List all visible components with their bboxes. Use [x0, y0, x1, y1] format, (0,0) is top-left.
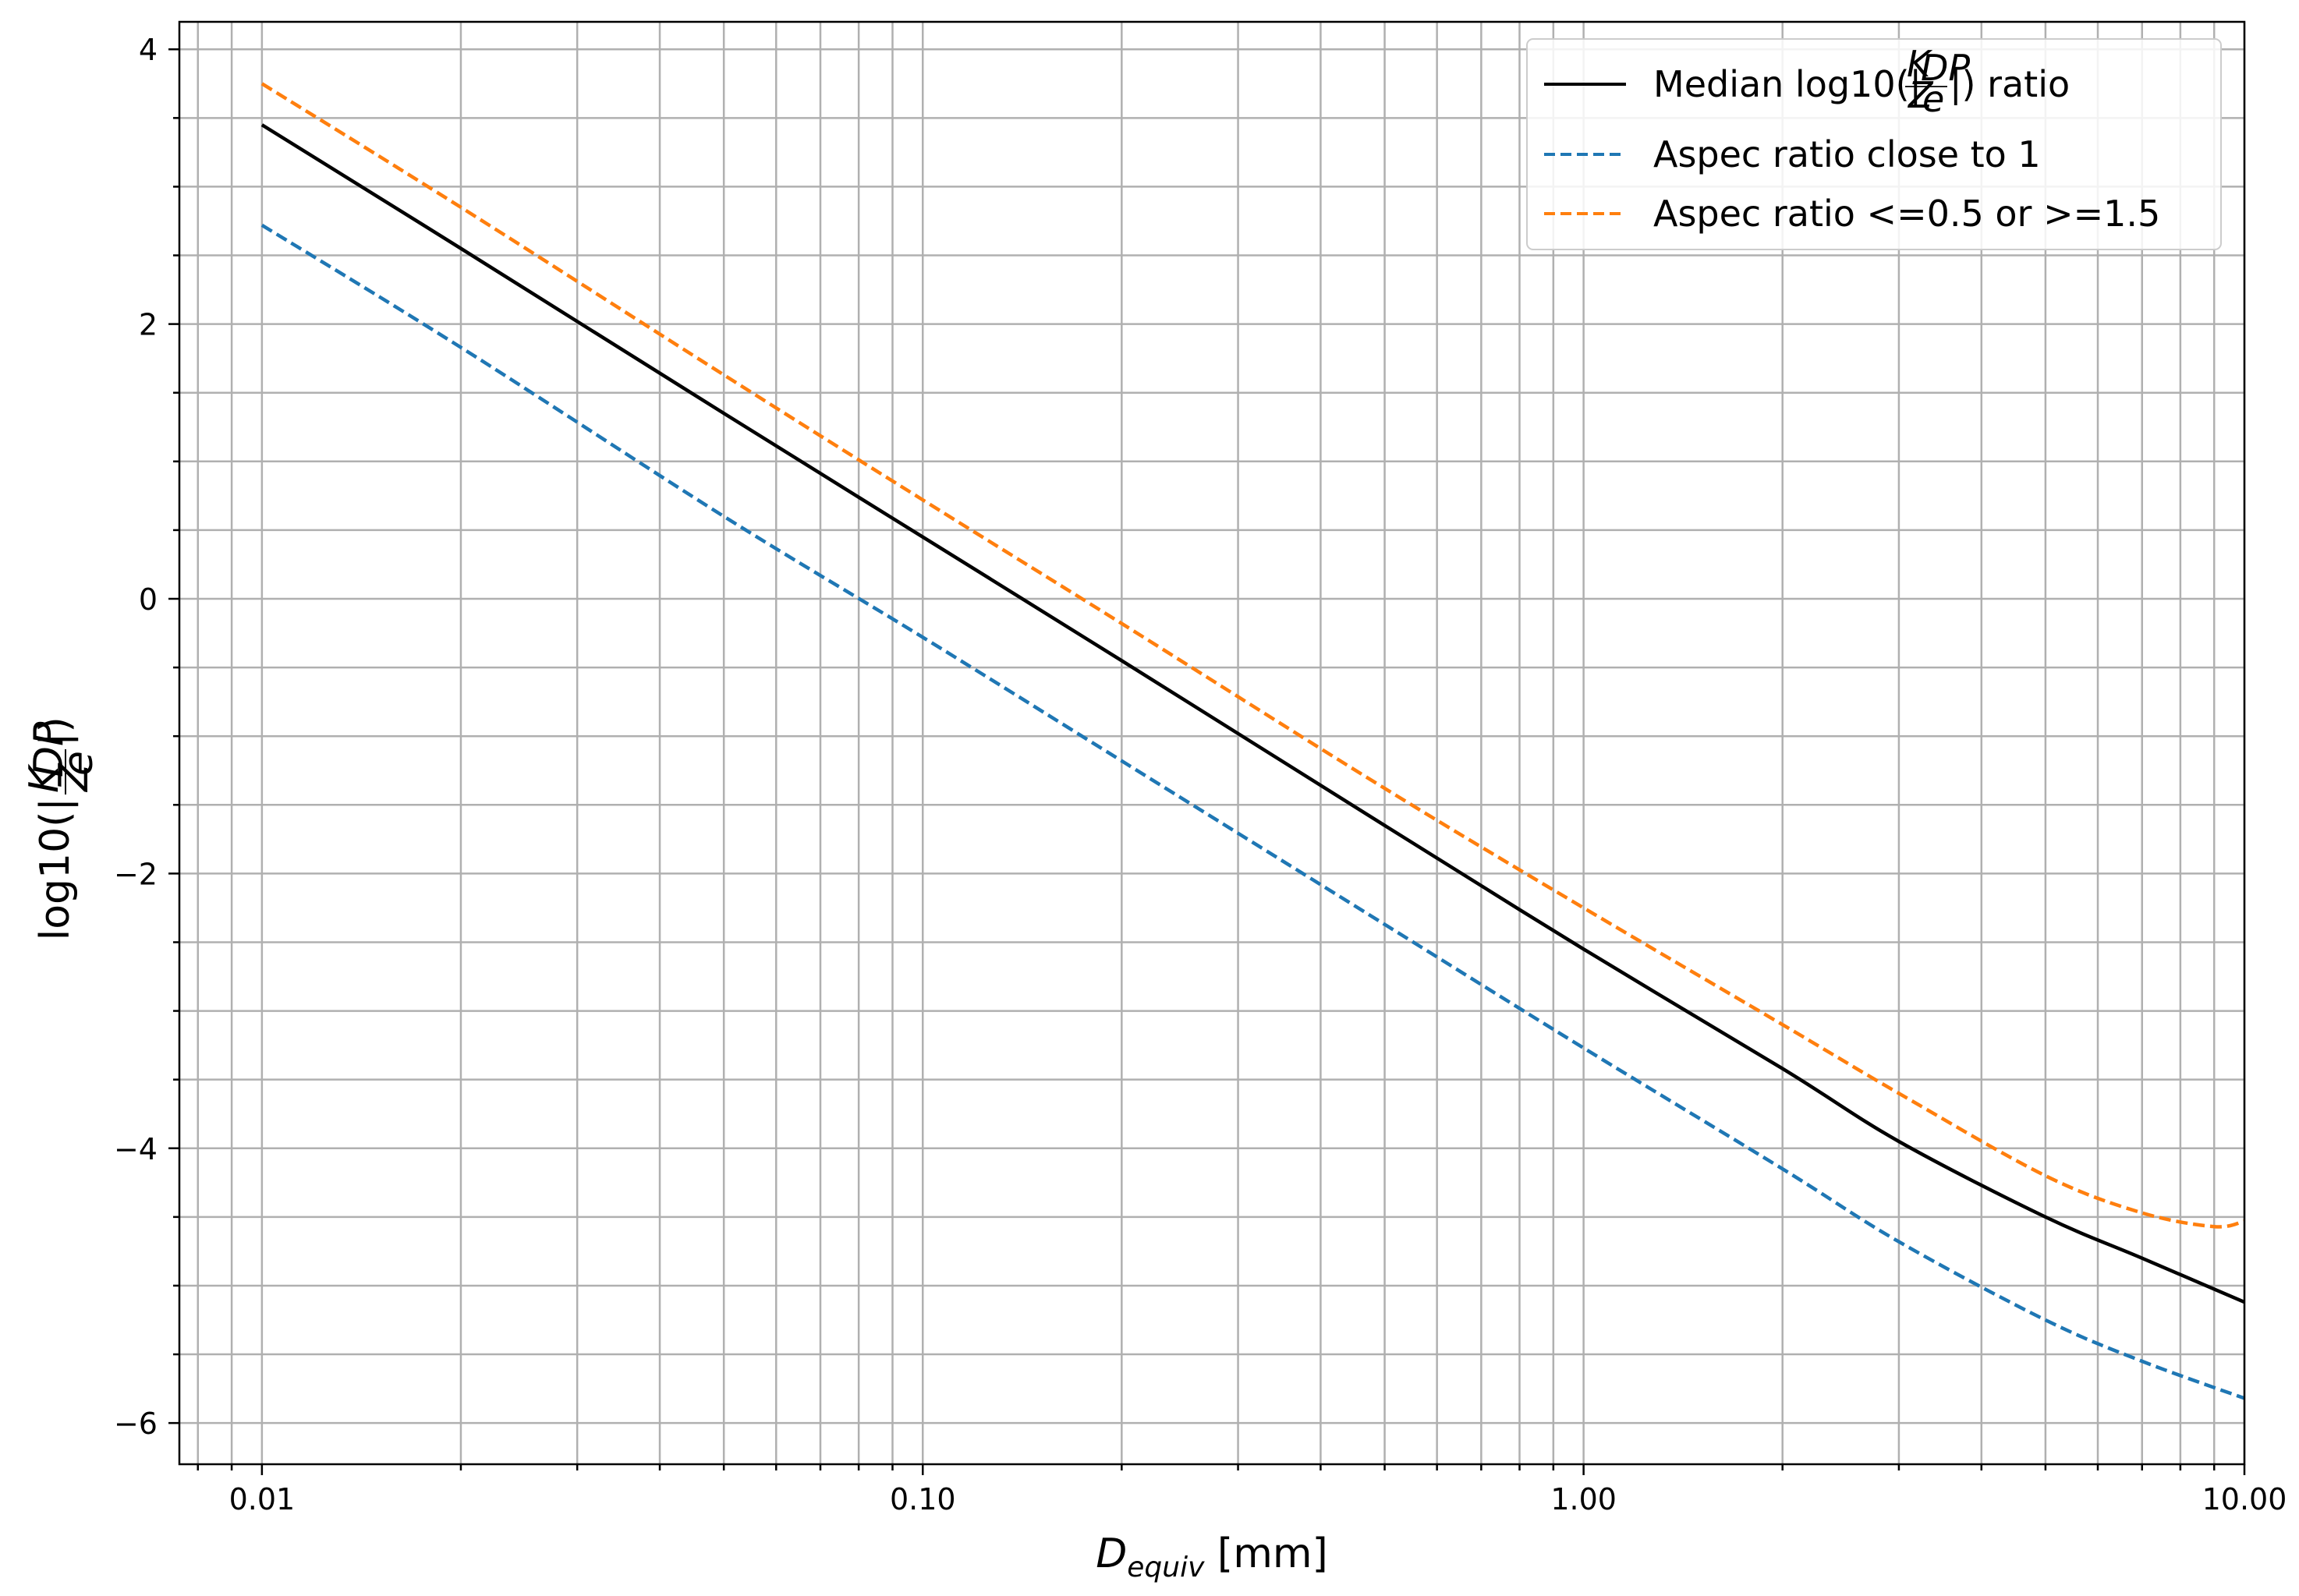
- series-line-aspect-close: [260, 223, 2245, 1400]
- y-axis-label-suffix: |): [32, 717, 79, 746]
- x-tick-label: 0.01: [229, 1482, 296, 1516]
- legend-label-aspect-close: Aspec ratio close to 1: [1653, 133, 2041, 175]
- legend-box: [1526, 38, 2222, 250]
- x-axis-label-main: D: [1096, 1531, 1127, 1577]
- x-tick-label: 10.00: [2202, 1482, 2287, 1516]
- y-axis-label-den-sub: e: [55, 751, 102, 776]
- y-tick-label: 2: [139, 308, 158, 342]
- legend-entry-aspect-close: Aspec ratio close to 1: [1544, 133, 2041, 175]
- legend-median-num-sub: DP: [1921, 47, 1970, 89]
- y-axis-label-prefix: log10(|: [32, 798, 79, 940]
- y-tick-label: 4: [139, 33, 158, 67]
- y-tick-label: −4: [114, 1132, 158, 1166]
- legend-median-num: K: [1907, 43, 1933, 85]
- grid: [179, 22, 2246, 1464]
- legend-label-aspect-extreme: Aspec ratio <=0.5 or >=1.5: [1653, 193, 2160, 235]
- x-axis-label-sub: equiv: [1127, 1552, 1205, 1584]
- y-axis-label: log10(| K DP Z e |): [21, 717, 102, 940]
- series-lines: [260, 82, 2245, 1400]
- legend: Median log10(| K DP Z e |) ratio Aspec r…: [1526, 38, 2222, 250]
- series-line-aspect-extreme: [260, 82, 2245, 1229]
- x-axis-label: Dequiv [mm]: [1096, 1531, 1328, 1584]
- plot-frame: [178, 20, 2246, 1466]
- legend-entry-aspect-extreme: Aspec ratio <=0.5 or >=1.5: [1544, 193, 2160, 235]
- series-line-median: [260, 123, 2245, 1304]
- y-tick-label: −6: [114, 1407, 158, 1441]
- y-tick-label: −2: [114, 857, 158, 891]
- axis-ticks: 0.01 0.10 1.00 10.00 4 2 0 −2 −4 −6: [114, 33, 2287, 1516]
- x-tick-label: 0.10: [890, 1482, 956, 1516]
- x-axis-label-unit: [mm]: [1204, 1531, 1327, 1577]
- legend-median-suffix: |) ratio: [1950, 63, 2070, 106]
- x-tick-label: 1.00: [1550, 1482, 1617, 1516]
- y-tick-label: 0: [139, 582, 158, 617]
- legend-median-den-sub: e: [1922, 78, 1944, 120]
- y-axis-label-num: K: [21, 763, 68, 793]
- y-axis-label-den: Z: [51, 763, 97, 793]
- legend-label-median: Median log10(|: [1653, 63, 1922, 106]
- legend-entry-median: Median log10(| K DP Z e |) ratio: [1544, 43, 2070, 120]
- legend-median-den: Z: [1907, 74, 1934, 116]
